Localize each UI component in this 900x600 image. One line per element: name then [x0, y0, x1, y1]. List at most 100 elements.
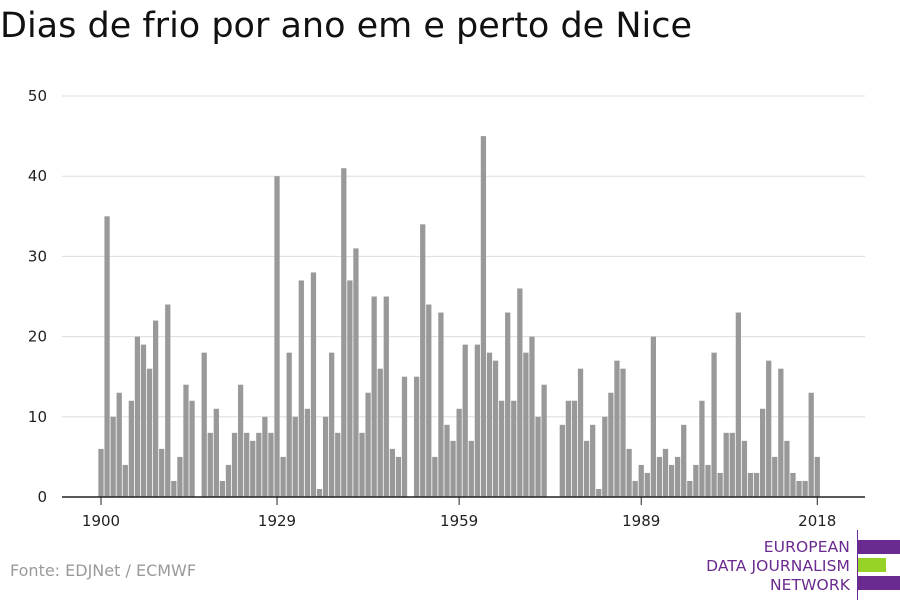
- bar-1966: [498, 400, 505, 497]
- bar-1941: [347, 280, 353, 497]
- bar-1923: [237, 384, 244, 497]
- bar-1947: [383, 296, 389, 497]
- bar-1969: [517, 288, 523, 497]
- bar-1984: [608, 392, 614, 497]
- y-tick-label-0: 0: [37, 488, 47, 506]
- bar-1960: [462, 344, 468, 497]
- bar-1998: [693, 464, 699, 497]
- bar-1949: [395, 456, 402, 497]
- bar-1934: [304, 408, 311, 497]
- logo-divider: [857, 530, 858, 600]
- bar-1987: [626, 448, 632, 497]
- bar-1914: [183, 384, 189, 497]
- bar-1952: [414, 376, 420, 497]
- bar-1979: [577, 368, 584, 497]
- bar-2005: [735, 312, 741, 497]
- bar-1980: [583, 440, 590, 497]
- source-note: Fonte: EDJNet / ECMWF: [10, 561, 197, 580]
- bar-1963: [480, 136, 487, 497]
- bar-1918: [207, 432, 213, 497]
- bar-2001: [711, 352, 717, 497]
- bar-1932: [292, 416, 298, 497]
- bar-1944: [365, 392, 371, 497]
- bar-1945: [371, 296, 377, 497]
- bar-1995: [675, 456, 681, 497]
- bar-1930: [280, 456, 286, 497]
- bar-1962: [474, 344, 480, 497]
- bar-1939: [335, 432, 341, 497]
- bar-1910: [159, 448, 165, 497]
- bar-1982: [596, 488, 602, 497]
- bar-1906: [134, 336, 141, 497]
- bar-1907: [140, 344, 147, 497]
- logo-line-3: NETWORK: [769, 576, 850, 594]
- bar-1971: [529, 336, 535, 497]
- bars: [98, 136, 820, 498]
- bar-1956: [438, 312, 444, 497]
- bar-1942: [353, 248, 359, 497]
- bar-2007: [747, 472, 754, 497]
- bar-1936: [316, 488, 323, 497]
- bar-1965: [492, 360, 499, 497]
- bar-1937: [322, 416, 329, 497]
- bar-1921: [225, 464, 232, 497]
- bar-1988: [632, 480, 638, 497]
- x-tick-label-1900: 1900: [82, 512, 120, 530]
- bar-2011: [772, 456, 778, 497]
- bar-1911: [165, 304, 171, 497]
- bar-1928: [268, 432, 274, 497]
- edjnet-logo: EUROPEAN DATA JOURNALISM NETWORK: [700, 530, 900, 600]
- bar-1997: [687, 480, 693, 497]
- bar-1973: [541, 384, 547, 497]
- bar-1992: [656, 456, 663, 497]
- x-tick-label-1929: 1929: [258, 512, 296, 530]
- bar-1985: [614, 360, 620, 497]
- logo-bar-bottom: [858, 576, 900, 590]
- bar-1908: [146, 368, 153, 497]
- bar-1925: [250, 440, 256, 497]
- bar-1953: [420, 224, 426, 497]
- y-tick-label-50: 50: [28, 87, 47, 105]
- bar-2016: [802, 480, 808, 497]
- logo-bar-top: [858, 540, 900, 554]
- y-tick-label-30: 30: [28, 247, 47, 265]
- bar-1909: [153, 320, 159, 497]
- bar-1976: [559, 424, 565, 497]
- bar-2010: [766, 360, 772, 497]
- bar-1999: [699, 400, 705, 497]
- bar-2008: [753, 472, 760, 497]
- bar-1993: [662, 448, 669, 497]
- bar-1989: [638, 464, 644, 497]
- bar-1905: [128, 400, 134, 497]
- bar-1986: [620, 368, 626, 497]
- x-tick-label-1959: 1959: [440, 512, 478, 530]
- bar-2017: [808, 392, 814, 497]
- bar-1903: [116, 392, 122, 497]
- logo-bar-middle: [858, 558, 886, 572]
- bar-1912: [171, 480, 177, 497]
- bar-1933: [298, 280, 304, 497]
- bar-2013: [784, 440, 790, 497]
- bar-1948: [389, 448, 395, 497]
- bar-2014: [790, 472, 796, 497]
- bar-1994: [668, 464, 675, 497]
- bar-1946: [377, 368, 383, 497]
- bar-1913: [177, 456, 183, 497]
- bar-1920: [219, 480, 226, 497]
- bar-1978: [571, 400, 578, 497]
- bar-1919: [213, 408, 219, 497]
- bar-1959: [456, 408, 462, 497]
- bar-1972: [535, 416, 541, 497]
- grid-lines: [62, 95, 865, 418]
- bar-1902: [110, 416, 116, 497]
- bar-1970: [523, 352, 529, 497]
- bar-1943: [359, 432, 365, 497]
- bar-1958: [450, 440, 456, 497]
- bar-1929: [274, 176, 280, 497]
- bar-1900: [98, 448, 104, 497]
- bar-1957: [444, 424, 450, 497]
- chart-title: Dias de frio por ano em e perto de Nice: [0, 6, 693, 46]
- bar-1968: [511, 400, 517, 497]
- logo-line-2: DATA JOURNALISM: [706, 557, 850, 575]
